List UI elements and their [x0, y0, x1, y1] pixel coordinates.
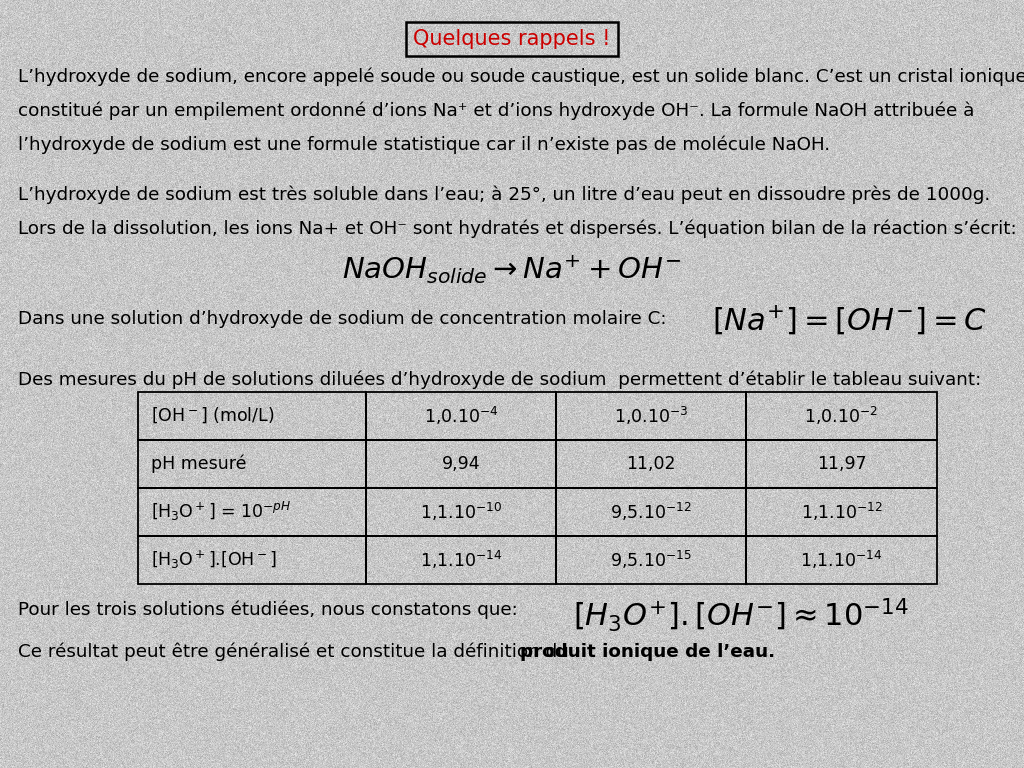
Text: [H$_3$O$^+$].[OH$^-$]: [H$_3$O$^+$].[OH$^-$]: [151, 548, 276, 571]
Text: Pour les trois solutions étudiées, nous constatons que:: Pour les trois solutions étudiées, nous …: [18, 601, 518, 619]
Text: L’hydroxyde de sodium, encore appelé soude ou soude caustique, est un solide bla: L’hydroxyde de sodium, encore appelé sou…: [18, 68, 1024, 86]
Text: L’hydroxyde de sodium est très soluble dans l’eau; à 25°, un litre d’eau peut en: L’hydroxyde de sodium est très soluble d…: [18, 186, 990, 204]
Bar: [746, 536, 937, 584]
Text: $NaOH_{solide} \rightarrow Na^{+}+OH^{-}$: $NaOH_{solide} \rightarrow Na^{+}+OH^{-}…: [342, 253, 682, 286]
Text: [H$_3$O$^+$] = 10$^{-pH}$: [H$_3$O$^+$] = 10$^{-pH}$: [151, 500, 291, 523]
Bar: [556, 536, 746, 584]
Text: $[Na^{+}]=[OH^{-}]=C$: $[Na^{+}]=[OH^{-}]=C$: [712, 303, 987, 336]
Text: $[H_3O^{+}].[OH^{-}]\approx 10^{-14}$: $[H_3O^{+}].[OH^{-}]\approx 10^{-14}$: [573, 597, 909, 634]
Bar: [366, 536, 556, 584]
Text: Ce résultat peut être généralisé et constitue la définition du: Ce résultat peut être généralisé et cons…: [18, 643, 575, 661]
Text: l’hydroxyde de sodium est une formule statistique car il n’existe pas de molécul: l’hydroxyde de sodium est une formule st…: [18, 135, 830, 154]
Bar: [746, 440, 937, 488]
Text: 1,0.10$^{-3}$: 1,0.10$^{-3}$: [613, 405, 688, 427]
Text: 1,0.10$^{-2}$: 1,0.10$^{-2}$: [805, 405, 879, 427]
Text: Des mesures du pH de solutions diluées d’hydroxyde de sodium  permettent d’établ: Des mesures du pH de solutions diluées d…: [18, 371, 982, 389]
Text: pH mesuré: pH mesuré: [151, 455, 246, 473]
Bar: [556, 392, 746, 440]
Bar: [138, 392, 366, 440]
Text: constitué par un empilement ordonné d’ions Na⁺ et d’ions hydroxyde OH⁻. La formu: constitué par un empilement ordonné d’io…: [18, 101, 975, 120]
Text: 1,1.10$^{-12}$: 1,1.10$^{-12}$: [801, 501, 883, 523]
Text: 1,0.10$^{-4}$: 1,0.10$^{-4}$: [424, 405, 499, 427]
Bar: [556, 440, 746, 488]
Text: 11,97: 11,97: [817, 455, 866, 472]
Bar: [138, 488, 366, 536]
Text: 1,1.10$^{-10}$: 1,1.10$^{-10}$: [420, 501, 502, 523]
Text: 9,5.10$^{-12}$: 9,5.10$^{-12}$: [610, 501, 692, 523]
Text: 11,02: 11,02: [627, 455, 676, 472]
Text: Lors de la dissolution, les ions Na+ et OH⁻ sont hydratés et dispersés. L’équati: Lors de la dissolution, les ions Na+ et …: [18, 220, 1017, 238]
Bar: [366, 488, 556, 536]
Text: Dans une solution d’hydroxyde de sodium de concentration molaire C:: Dans une solution d’hydroxyde de sodium …: [18, 310, 667, 329]
Text: [OH$^-$] (mol/L): [OH$^-$] (mol/L): [151, 406, 273, 425]
Bar: [556, 488, 746, 536]
Text: Quelques rappels !: Quelques rappels !: [414, 29, 610, 49]
Bar: [138, 440, 366, 488]
Text: 9,94: 9,94: [441, 455, 480, 472]
Bar: [366, 440, 556, 488]
Bar: [746, 488, 937, 536]
Bar: [366, 392, 556, 440]
Text: 9,5.10$^{-15}$: 9,5.10$^{-15}$: [610, 548, 692, 571]
Text: 1,1.10$^{-14}$: 1,1.10$^{-14}$: [801, 548, 883, 571]
Bar: [746, 392, 937, 440]
Bar: [138, 536, 366, 584]
Text: produit ionique de l’eau.: produit ionique de l’eau.: [520, 643, 775, 660]
Text: 1,1.10$^{-14}$: 1,1.10$^{-14}$: [420, 548, 502, 571]
